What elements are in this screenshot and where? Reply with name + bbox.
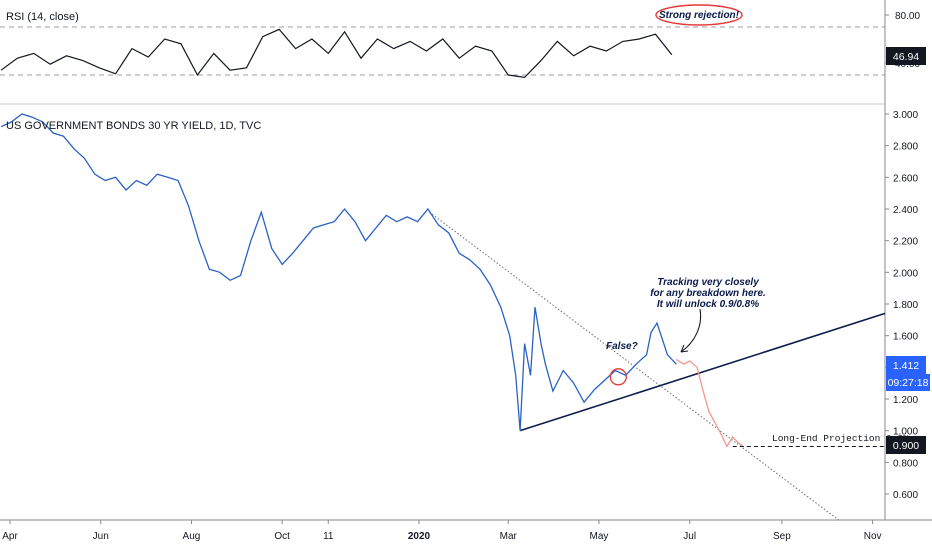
- rsi-value-badge: 46.94: [886, 47, 926, 65]
- tracking-annotation: Tracking very closely for any breakdown …: [650, 277, 766, 353]
- price-series-line: [0, 113, 677, 431]
- time-axis-ticks: Apr Jun Aug Oct 11 2020 Mar May Jul Sep Nov: [2, 520, 882, 542]
- tracking-line-3: It will unlock 0.9/0.8%: [657, 299, 759, 310]
- rejection-ellipse: [655, 4, 743, 26]
- false-breakout-circle: [609, 368, 627, 386]
- rsi-panel: RSI (14, close) Strong rejection!: [0, 4, 885, 79]
- projection-label: Long-End Projection 0.9%: [772, 433, 909, 444]
- price-tick-label: 2.600: [893, 173, 918, 184]
- rsi-annotation: Strong rejection!: [659, 10, 740, 21]
- price-badge-text: 1.412: [893, 360, 919, 372]
- time-tick-label: Apr: [2, 531, 18, 542]
- time-tick-label: Sep: [773, 531, 791, 542]
- projection-badge-text: 0.900: [893, 440, 919, 452]
- time-tick-label: Oct: [274, 531, 290, 542]
- projection-series-line: [675, 358, 744, 448]
- rsi-badge-bg: [886, 47, 926, 65]
- false-annotation: False?: [606, 341, 638, 352]
- price-tick-label: 2.400: [893, 205, 918, 216]
- time-tick-label: Aug: [183, 531, 201, 542]
- rsi-title: RSI (14, close): [6, 11, 79, 23]
- price-tick-label: 1.800: [893, 300, 918, 311]
- time-tick-label: Nov: [864, 531, 882, 542]
- support-trendline: [519, 312, 886, 432]
- tracking-arrow: [680, 308, 702, 353]
- price-tick-label: 2.000: [893, 268, 918, 279]
- main-title: US GOVERNMENT BONDS 30 YR YIELD, 1D, TVC: [6, 120, 261, 132]
- price-tick-label: 0.600: [893, 490, 918, 501]
- rsi-tick-label: 80.00: [895, 11, 920, 22]
- price-badge-bg: [886, 356, 926, 374]
- tracking-arrow-head: [680, 344, 689, 353]
- tracking-line-2: for any breakdown here.: [650, 288, 766, 299]
- projection-badge-bg: [886, 436, 926, 454]
- countdown-badge: 09:27:18: [886, 374, 930, 391]
- tracking-line-1: Tracking very closely: [657, 277, 759, 288]
- price-tick-label: 3.000: [893, 110, 918, 121]
- rsi-series-line: [0, 28, 673, 79]
- rsi-badge-text: 46.94: [893, 51, 919, 63]
- time-tick-label: Mar: [500, 531, 518, 542]
- projection-badge: 0.900: [886, 436, 926, 454]
- price-tick-label: 2.200: [893, 237, 918, 248]
- time-tick-label: 11: [323, 531, 334, 542]
- countdown-badge-bg: [886, 374, 930, 391]
- price-tick-label: 1.600: [893, 332, 918, 343]
- time-tick-label: 2020: [408, 531, 431, 542]
- time-tick-label: May: [590, 531, 609, 542]
- price-tick-label: 0.800: [893, 458, 918, 469]
- price-tick-label: 1.000: [893, 427, 918, 438]
- price-tick-label: 1.200: [893, 395, 918, 406]
- time-tick-label: Jul: [683, 531, 696, 542]
- main-panel: US GOVERNMENT BONDS 30 YR YIELD, 1D, TVC…: [0, 113, 909, 522]
- time-tick-label: Jun: [93, 531, 109, 542]
- price-badge: 1.412: [886, 356, 926, 374]
- countdown-badge-text: 09:27:18: [888, 377, 929, 389]
- price-tick-label: 2.800: [893, 142, 918, 153]
